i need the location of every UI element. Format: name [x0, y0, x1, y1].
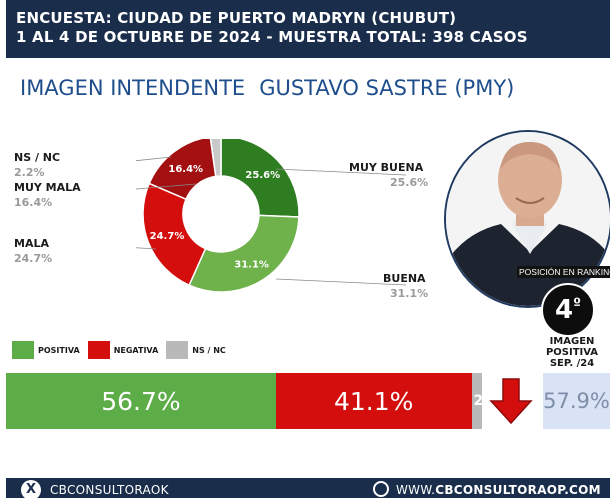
value-buena: 31.1% [390, 287, 429, 300]
value-muy-mala: 16.4% [14, 196, 53, 209]
header-line-1: ENCUESTA: CIUDAD DE PUERTO MADRYN (CHUBU… [16, 9, 457, 27]
value-mala: 24.7% [14, 252, 53, 265]
previous-value-box: 57.9% [543, 373, 610, 429]
legend-item-negativa: NEGATIVA [87, 341, 159, 359]
bar-segment-negativa: 41.1% [275, 373, 472, 429]
previous-value: 57.9% [543, 389, 610, 413]
header-bar: ENCUESTA: CIUDAD DE PUERTO MADRYN (CHUBU… [6, 0, 610, 58]
donut-data-label: 24.7% [150, 231, 185, 242]
portrait-image [446, 132, 610, 306]
title-right: GUSTAVO SASTRE (PMY) [259, 76, 515, 100]
leader-line [275, 278, 407, 286]
legend-item-ns-nc: NS / NC [166, 341, 226, 359]
legend-label-ns-nc: NS / NC [192, 345, 226, 355]
candidate-photo [444, 130, 610, 308]
down-arrow-icon [489, 378, 533, 425]
donut-data-label: 31.1% [234, 259, 269, 270]
footer-handle: CBCONSULTORAOK [50, 483, 169, 497]
legend: POSITIVA NEGATIVA NS / NC [12, 340, 234, 360]
footer-bar: X CBCONSULTORAOK WWW.CBCONSULTORAOP.COM [6, 478, 610, 498]
ranking-caption-line-2: POSITIVA [545, 347, 599, 358]
donut-data-label: 16.4% [168, 164, 203, 175]
ranking-label: POSICIÓN EN RANKING [517, 266, 610, 278]
donut-slice-muy-buena [220, 139, 300, 218]
legend-label-negativa: NEGATIVA [113, 345, 159, 355]
header-line-2: 1 AL 4 DE OCTUBRE DE 2024 - MUESTRA TOTA… [16, 28, 528, 46]
ranking-caption-line-3: SEP. /24 [549, 358, 595, 369]
globe-icon [373, 481, 389, 497]
leader-line [275, 168, 407, 176]
bar-segment-ns-nc: 2.2% [471, 373, 482, 429]
title-left: IMAGEN INTENDENTE [20, 76, 246, 100]
ranking-superscript: º [573, 296, 581, 312]
leader-line [136, 183, 197, 190]
footer-website-domain: CBCONSULTORAOP.COM [435, 483, 601, 497]
label-muy-mala: MUY MALA [14, 181, 81, 194]
x-logo-icon: X [21, 480, 41, 498]
donut-chart: 25.6% 31.1% 24.7% 16.4% [136, 139, 407, 293]
legend-swatch-positiva [12, 341, 34, 359]
ranking-caption: IMAGEN POSITIVA SEP. /24 [536, 336, 608, 369]
leader-line [136, 156, 172, 162]
legend-swatch-ns-nc [166, 341, 189, 359]
legend-label-positiva: POSITIVA [38, 345, 80, 355]
stacked-bar: 56.7%41.1%2.2% [6, 373, 482, 429]
footer-website: WWW.CBCONSULTORAOP.COM [396, 483, 601, 497]
label-muy-buena: MUY BUENA [349, 161, 424, 174]
legend-item-positiva: POSITIVA [12, 341, 80, 359]
footer-website-prefix: WWW. [396, 483, 436, 497]
value-ns-nc: 2.2% [14, 166, 45, 179]
donut-slice-buena [188, 214, 300, 293]
label-mala: MALA [14, 237, 49, 250]
value-muy-buena: 25.6% [390, 176, 429, 189]
ranking-position: 4 [555, 295, 574, 325]
bar-segment-positiva: 56.7% [6, 373, 276, 429]
label-buena: BUENA [383, 272, 426, 285]
donut-slice-muy-mala [148, 139, 217, 201]
ranking-caption-line-1: IMAGEN [549, 336, 595, 347]
legend-swatch-negativa [87, 341, 110, 359]
donut-slice-ns-nc [209, 139, 222, 178]
label-ns-nc: NS / NC [14, 151, 61, 164]
leader-line [136, 247, 157, 250]
donut-slice-mala [142, 182, 207, 287]
donut-data-label: 25.6% [245, 170, 280, 181]
page-title: IMAGEN INTENDENTE GUSTAVO SASTRE (PMY) [20, 76, 514, 100]
